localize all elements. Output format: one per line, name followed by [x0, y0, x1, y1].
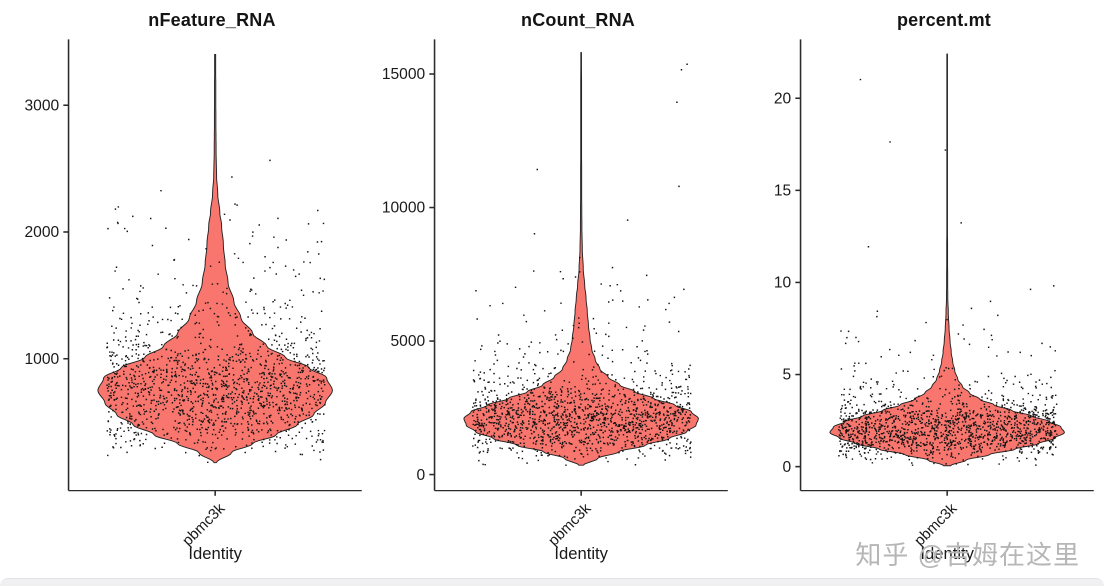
panel-title-ncount-rna: nCount_RNA: [521, 10, 635, 30]
jitter-points: [106, 159, 326, 464]
x-axis-title: Identity: [920, 544, 974, 563]
page-bottom-strip: [0, 578, 1104, 586]
y-tick-label: 0: [783, 459, 792, 476]
jitter-points: [472, 63, 692, 466]
jitter-points: [838, 78, 1058, 466]
plots-row: nFeature_RNA 1000 2000 3000 pbmc3k Identity …: [2, 2, 1100, 568]
y-tick-label: 10000: [382, 200, 426, 217]
x-tick-label: pbmc3k: [911, 500, 961, 550]
violin-shape: [97, 54, 333, 464]
panel-title-nfeature-rna: nFeature_RNA: [148, 10, 276, 30]
violin-shape: [463, 52, 699, 466]
panel-percent-mt: percent.mt 0 5 10 15 20 pbmc3k Identity: [734, 2, 1100, 568]
y-tick-label: 5000: [391, 333, 426, 350]
y-tick-label: 15000: [382, 66, 426, 83]
y-tick-label: 2000: [25, 224, 60, 241]
panel-ncount-rna: nCount_RNA 0 5000 10000 15000 pbmc3k Identity: [368, 2, 734, 568]
x-axis-title: Identity: [554, 544, 608, 563]
panel-nfeature-rna: nFeature_RNA 1000 2000 3000 pbmc3k Identity: [2, 2, 368, 568]
y-tick-label: 0: [417, 467, 426, 484]
x-tick-label: pbmc3k: [545, 500, 595, 550]
y-tick-label: 3000: [25, 97, 60, 114]
x-axis-title: Identity: [188, 544, 242, 563]
y-tick-label: 1000: [25, 351, 60, 368]
panel-title-percent-mt: percent.mt: [896, 10, 992, 30]
y-tick-label: 20: [774, 90, 792, 107]
x-tick-label: pbmc3k: [179, 500, 229, 550]
violin-shape: [829, 53, 1065, 467]
y-tick-label: 10: [774, 275, 792, 292]
y-tick-label: 15: [774, 183, 792, 200]
y-tick-label: 5: [783, 367, 792, 384]
